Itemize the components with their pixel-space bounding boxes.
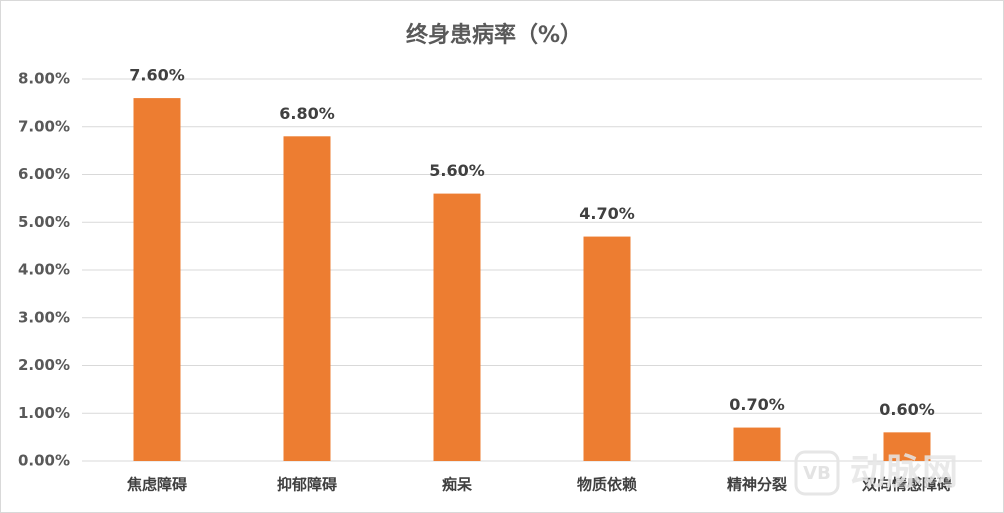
y-tick-label: 4.00% [18,261,70,279]
bar [883,432,931,461]
y-tick-label: 6.00% [18,165,70,183]
x-tick-label: 抑郁障碍 [277,476,337,494]
watermark: 动脉网 [850,452,958,493]
x-tick-label: 焦虑障碍 [126,476,187,494]
y-tick-label: 5.00% [18,213,70,231]
bar [433,193,481,461]
value-label: 7.60% [129,66,185,85]
value-label: 0.70% [729,395,785,414]
bar [583,236,631,461]
bar [283,136,331,462]
y-tick-label: 0.00% [18,452,70,470]
y-tick-label: 8.00% [18,70,70,88]
bar [133,98,181,461]
x-tick-label: 双向情感障碍 [862,476,952,494]
y-tick-label: 7.00% [18,117,70,135]
watermark-logo: VB [803,463,831,484]
value-label: 5.60% [429,161,485,180]
x-tick-label: 物质依赖 [577,476,637,494]
y-tick-label: 3.00% [18,308,70,326]
value-label: 6.80% [279,104,335,123]
value-label: 0.60% [879,400,935,419]
bar [733,427,781,461]
x-tick-label: 精神分裂 [727,476,787,494]
value-label: 4.70% [579,204,635,223]
y-tick-label: 2.00% [18,356,70,374]
watermark-logo-box [794,450,840,496]
y-tick-label: 1.00% [18,404,70,422]
x-tick-label: 痴呆 [442,476,472,494]
chart-title: 终身患病率（%） [406,22,582,48]
